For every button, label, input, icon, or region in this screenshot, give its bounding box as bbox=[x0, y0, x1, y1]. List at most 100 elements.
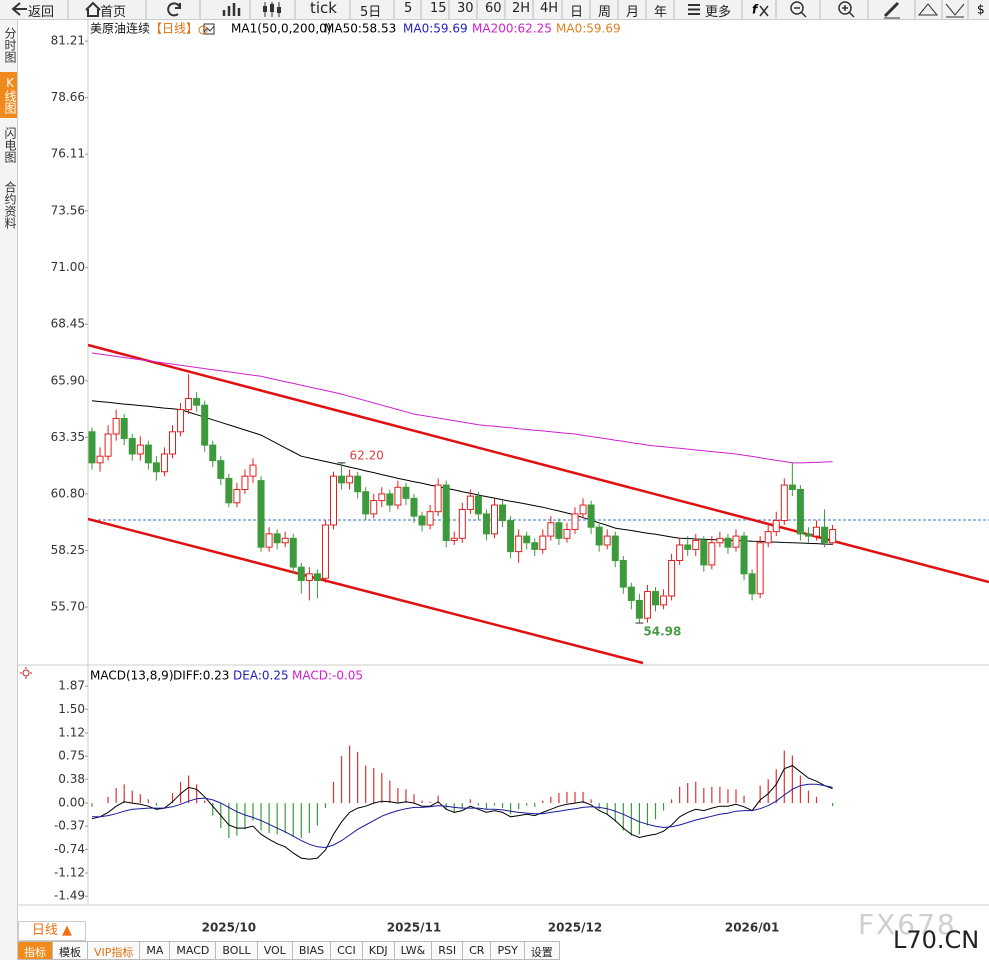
toolbar-button[interactable]: 月 bbox=[626, 5, 640, 20]
y-tick-label: 0.75 bbox=[58, 749, 85, 763]
candle-body bbox=[160, 453, 168, 473]
candle-body bbox=[595, 526, 603, 546]
y-tick-label: 1.50 bbox=[58, 702, 85, 716]
candle-body bbox=[330, 475, 337, 526]
x-tick-label: 2025/10 bbox=[202, 921, 256, 935]
indicator-tab[interactable]: MA bbox=[140, 941, 171, 960]
candle-body bbox=[434, 484, 442, 513]
indicator-icon bbox=[203, 23, 215, 35]
candle-body bbox=[660, 595, 668, 606]
toolbar-button[interactable]: 日 bbox=[570, 5, 584, 20]
candle-body bbox=[708, 542, 716, 566]
y-tick-label: 1.12 bbox=[58, 726, 85, 740]
y-tick-label: -0.37 bbox=[54, 819, 85, 833]
y-tick-label: 73.56 bbox=[51, 203, 85, 217]
toolbar-button[interactable]: 2H bbox=[512, 1, 531, 16]
candle-body bbox=[265, 533, 273, 548]
candle-body bbox=[225, 477, 233, 504]
candle-body bbox=[587, 504, 595, 528]
high-label: 62.20 bbox=[350, 448, 384, 462]
candle-body bbox=[579, 504, 587, 515]
candle-icon[interactable] bbox=[263, 6, 267, 12]
toolbar-button[interactable]: 4H bbox=[540, 1, 559, 16]
legend-entry: MA1(50,0,200,0) bbox=[231, 22, 331, 36]
candle-body bbox=[128, 437, 136, 455]
indicator-tab[interactable]: LW& bbox=[394, 941, 433, 960]
indicator-tab[interactable]: VIP指标 bbox=[88, 941, 141, 960]
candle-body bbox=[563, 528, 571, 539]
sidebar-tab[interactable]: K线图 bbox=[0, 72, 17, 118]
toolbar-button[interactable]: 15 bbox=[430, 1, 447, 16]
candle-body bbox=[193, 398, 201, 406]
sidebar: 分时图 K线图闪电图合约资料 bbox=[0, 20, 18, 960]
legend-entry: MA200:62.25 bbox=[472, 22, 552, 36]
candle-body bbox=[273, 533, 281, 544]
dollar-icon[interactable]: $ bbox=[977, 3, 985, 17]
toolbar-button[interactable]: 年 bbox=[654, 5, 668, 20]
zoom-in-icon[interactable] bbox=[838, 1, 852, 15]
sidebar-tab[interactable]: 闪电图 bbox=[3, 127, 17, 163]
x-tick-label: 2026/01 bbox=[725, 921, 779, 935]
toolbar-button[interactable]: 首页 bbox=[100, 5, 127, 20]
menu-icon[interactable] bbox=[688, 4, 700, 15]
pencil-icon[interactable] bbox=[883, 1, 900, 18]
indicator-tab[interactable]: 指标 bbox=[18, 941, 53, 960]
indicator-tab[interactable]: 模板 bbox=[53, 941, 88, 960]
sun-icon[interactable] bbox=[20, 667, 32, 679]
candle-body bbox=[716, 537, 724, 544]
legend-entry: MA0:59.69 bbox=[556, 22, 621, 36]
candle-body bbox=[756, 542, 764, 595]
triangle-down-icon[interactable] bbox=[945, 3, 965, 16]
y-tick-label: 0.38 bbox=[58, 772, 85, 786]
candle-body bbox=[796, 488, 804, 535]
low-label: 54.98 bbox=[643, 625, 681, 639]
toolbar-button[interactable]: tick bbox=[310, 0, 337, 17]
candle-body bbox=[394, 486, 402, 506]
candle-body bbox=[619, 559, 627, 588]
back-icon[interactable] bbox=[11, 2, 27, 16]
indicator-tab[interactable]: MACD bbox=[170, 941, 217, 960]
candle-body bbox=[442, 484, 450, 542]
indicator-tab[interactable]: RSI bbox=[432, 941, 464, 960]
candle-body bbox=[764, 531, 772, 544]
sidebar-tab[interactable]: 合约资料 bbox=[3, 181, 17, 229]
toolbar-button[interactable]: 更多 bbox=[705, 5, 732, 20]
candle-body bbox=[531, 542, 539, 550]
toolbar-button[interactable]: 5 bbox=[404, 1, 413, 16]
candle-body bbox=[804, 533, 812, 537]
toolbar-button[interactable]: 60 bbox=[485, 1, 502, 16]
bar-icon[interactable] bbox=[222, 3, 241, 16]
indicator-tab[interactable]: PSY bbox=[491, 941, 525, 960]
indicator-tab[interactable]: BIAS bbox=[292, 941, 332, 960]
home-icon[interactable] bbox=[85, 1, 101, 17]
y-tick-label: 71.00 bbox=[51, 260, 85, 274]
fx-icon[interactable]: f bbox=[752, 3, 759, 17]
toolbar-button[interactable]: 30 bbox=[457, 1, 474, 16]
add-icon bbox=[198, 25, 208, 35]
sidebar-tab[interactable]: 分时图 bbox=[3, 27, 17, 63]
candle-body bbox=[321, 524, 329, 579]
refresh-icon[interactable] bbox=[167, 2, 181, 17]
indicator-tab[interactable]: KDJ bbox=[362, 941, 395, 960]
toolbar-icons: f $ bbox=[11, 0, 985, 19]
candle-body bbox=[813, 526, 820, 537]
zoom-out-icon[interactable] bbox=[790, 1, 804, 15]
candle-body bbox=[418, 515, 426, 526]
indicator-tab[interactable]: BOLL bbox=[216, 941, 258, 960]
toolbar-button[interactable]: 返回 bbox=[28, 5, 55, 20]
candle-body bbox=[426, 511, 434, 526]
candle-body bbox=[635, 599, 643, 619]
toolbar-button[interactable]: 周 bbox=[598, 5, 612, 20]
indicator-tab[interactable]: CR bbox=[463, 941, 492, 960]
indicator-tab[interactable]: CCI bbox=[331, 941, 363, 960]
indicator-tab[interactable]: VOL bbox=[257, 941, 293, 960]
candle-body bbox=[611, 535, 619, 561]
candle-body bbox=[289, 537, 297, 568]
candle-body bbox=[217, 460, 225, 479]
period-button[interactable]: 日线 ▲ bbox=[18, 921, 86, 941]
candle-body bbox=[821, 526, 829, 544]
triangle-icon[interactable] bbox=[917, 3, 939, 16]
indicator-tab[interactable]: 设置 bbox=[524, 941, 560, 960]
toolbar-button[interactable]: 5日 bbox=[360, 5, 382, 20]
